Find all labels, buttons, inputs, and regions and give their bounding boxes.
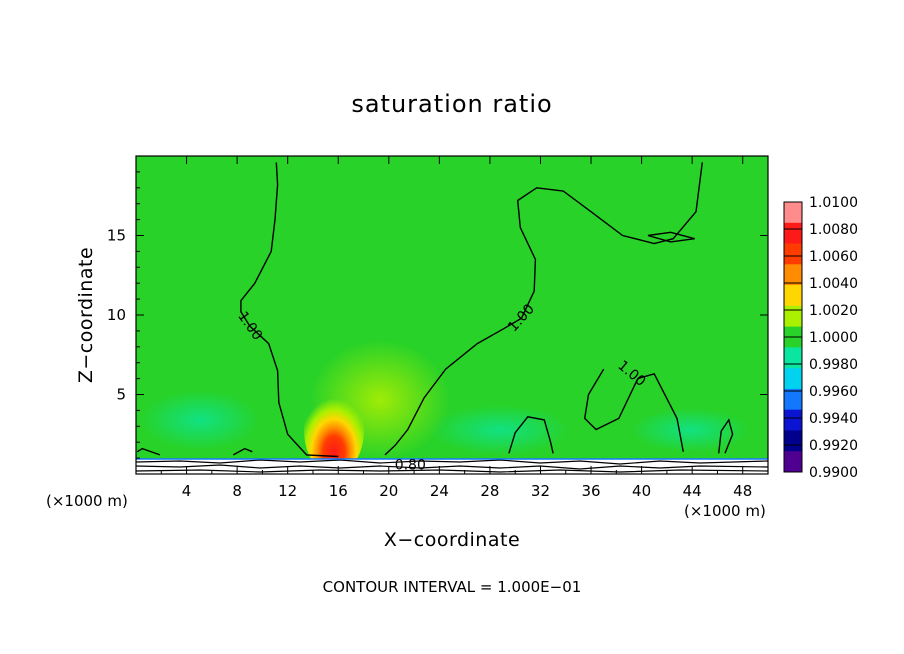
colorbar-label: 0.9900 xyxy=(809,465,858,481)
x-tick-label: 32 xyxy=(531,482,550,500)
x-tick-label: 44 xyxy=(683,482,702,500)
plot-area: 1.00 1.001.000.80 xyxy=(136,156,768,474)
contour-interval-note: CONTOUR INTERVAL = 1.000E−01 xyxy=(323,578,582,596)
colorbar-label: 0.9940 xyxy=(809,411,858,427)
surface-contours xyxy=(136,469,768,473)
y-tick-label: 15 xyxy=(107,227,126,245)
x-tick-label: 36 xyxy=(581,482,600,500)
colorbar-label: 1.0080 xyxy=(809,222,858,238)
colorbar-segment xyxy=(784,451,802,473)
colorbar-segment xyxy=(784,305,802,328)
contour-label: 0.80 xyxy=(395,457,426,473)
x-unit-label-right: (×1000 m) xyxy=(684,502,766,520)
contour-line xyxy=(240,162,339,458)
colorbar-label: 1.0000 xyxy=(809,330,858,346)
supersaturation-plume xyxy=(304,385,364,474)
y-tick-label: 5 xyxy=(116,386,126,404)
x-tick-label: 40 xyxy=(632,482,651,500)
colorbar-segment xyxy=(784,347,802,369)
colorbar-label: 1.0040 xyxy=(809,276,858,292)
surface-contours xyxy=(136,459,768,465)
contour-line xyxy=(384,162,703,456)
colorbar-label: 0.9980 xyxy=(809,357,858,373)
colorbar-segment xyxy=(784,202,802,224)
contour-line xyxy=(232,447,253,456)
colorbar-segment xyxy=(784,222,802,245)
x-tick-label: 12 xyxy=(278,482,297,500)
x-tick-label: 24 xyxy=(430,482,449,500)
colorbar-label: 0.9920 xyxy=(809,438,858,454)
x-tick-label: 20 xyxy=(379,482,398,500)
x-tick-label: 8 xyxy=(232,482,242,500)
colorbar-label: 1.0100 xyxy=(809,195,858,211)
contour-line xyxy=(136,447,161,456)
contour-line xyxy=(647,231,695,243)
colorbar-segment xyxy=(784,264,802,286)
x-unit-label-left: (×1000 m) xyxy=(46,492,128,510)
dry-region xyxy=(140,390,260,450)
contour-line xyxy=(583,368,684,452)
x-tick-label: 28 xyxy=(480,482,499,500)
colorbar-segment xyxy=(784,430,802,452)
contour-line xyxy=(508,416,554,454)
colorbar-label: 0.9960 xyxy=(809,384,858,400)
colorbar-segment xyxy=(784,368,802,390)
colorbar-segment xyxy=(784,243,802,265)
x-tick-label: 4 xyxy=(182,482,192,500)
chart-title: saturation ratio xyxy=(351,90,552,118)
x-tick-label: 48 xyxy=(733,482,752,500)
contour-lines xyxy=(136,162,734,458)
colorbar-segment xyxy=(784,409,802,431)
colorbar-label: 1.0020 xyxy=(809,303,858,319)
y-tick-label: 10 xyxy=(107,306,126,324)
contour-line xyxy=(718,418,734,454)
dry-region xyxy=(430,405,570,455)
x-tick-label: 16 xyxy=(329,482,348,500)
colorbar-label: 1.0060 xyxy=(809,249,858,265)
colorbar: 1.0100 1.0080 1.0060 1.0040 1.0020 1.0000 0.99… xyxy=(783,195,858,481)
x-axis-label: X−coordinate xyxy=(384,529,520,551)
surface-contours xyxy=(136,464,768,470)
colorbar-segment xyxy=(784,285,802,307)
y-axis-label: Z−coordinate xyxy=(75,247,97,383)
colorbar-segment xyxy=(784,388,802,411)
